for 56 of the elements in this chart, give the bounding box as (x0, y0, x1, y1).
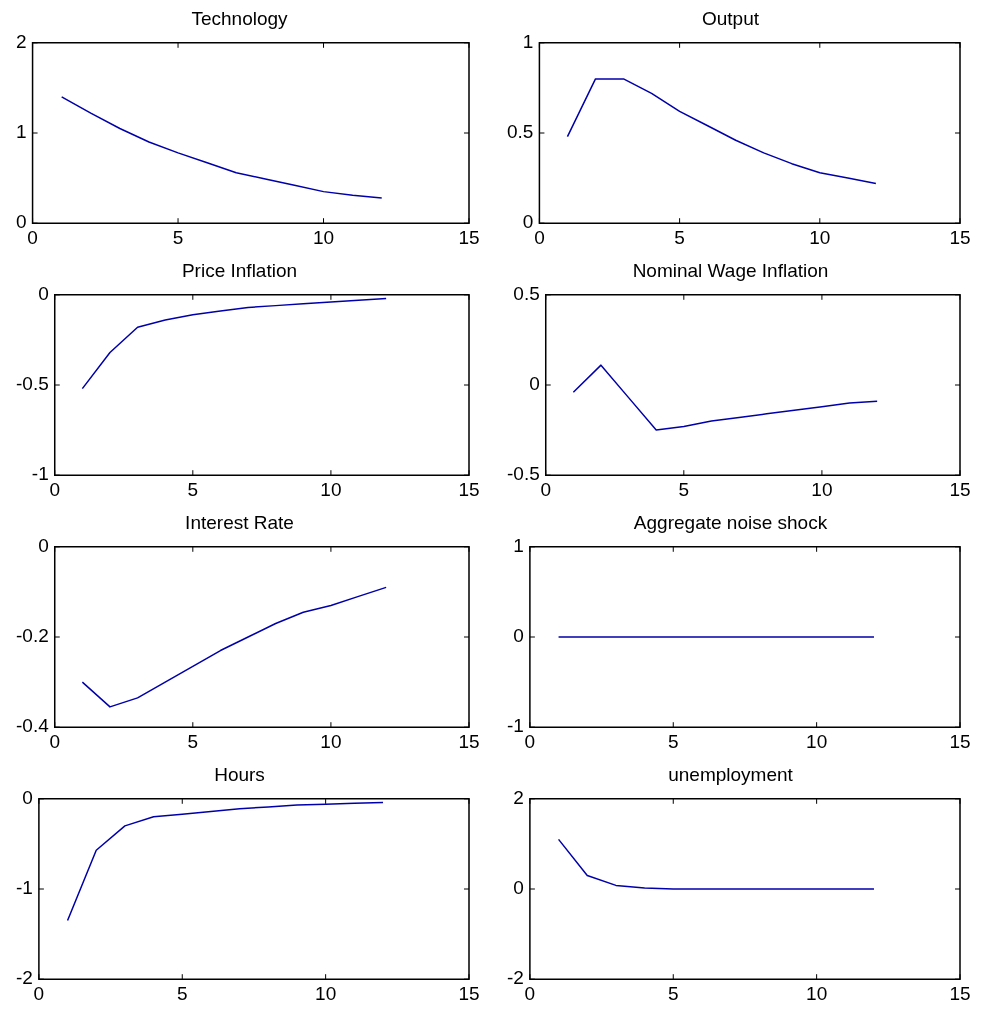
chart-title: unemployment (668, 763, 794, 785)
y-tick-label: -0.5 (506, 463, 540, 485)
x-tick-label: 5 (172, 226, 184, 248)
x-tick-label: 10 (811, 478, 833, 500)
x-tick-label: 15 (458, 982, 480, 1004)
x-tick-label: 15 (458, 730, 480, 752)
y-tick-label: 0.5 (513, 283, 540, 305)
chart-title: Output (701, 7, 760, 29)
y-tick-label: 0 (15, 211, 27, 233)
y-tick-label: 2 (15, 31, 27, 53)
chart-title: Technology (191, 7, 289, 29)
y-tick-label: 0 (38, 283, 49, 305)
y-tick-label: 0 (513, 625, 524, 647)
y-tick-label: 2 (513, 787, 524, 809)
x-tick-label: 5 (667, 730, 679, 752)
x-tick-label: 5 (187, 730, 199, 752)
x-tick-label: 10 (320, 478, 342, 500)
y-tick-label: 0 (522, 211, 534, 233)
y-tick-label: 1 (15, 121, 27, 143)
chart-title: Aggregate noise shock (633, 511, 828, 533)
x-tick-label: 15 (949, 730, 971, 752)
x-tick-label: 5 (674, 226, 685, 248)
chart-title: Interest Rate (185, 511, 294, 533)
y-tick-label: 0 (529, 373, 540, 395)
chart-title: Nominal Wage Inflation (632, 259, 829, 281)
x-tick-label: 10 (806, 730, 828, 752)
x-tick-label: 10 (315, 982, 337, 1004)
y-tick-label: -1 (31, 463, 49, 485)
y-tick-label: -0.2 (15, 625, 49, 647)
x-tick-label: 15 (949, 226, 971, 248)
x-tick-label: 5 (667, 982, 679, 1004)
chart-title: Hours (214, 763, 265, 785)
x-tick-label: 5 (678, 478, 690, 500)
y-tick-label: -1 (506, 715, 524, 737)
y-tick-label: 1 (522, 31, 534, 53)
x-tick-label: 5 (176, 982, 188, 1004)
chart-title: Price Inflation (181, 259, 298, 281)
y-tick-label: 0.5 (506, 121, 534, 143)
y-tick-label: 0 (513, 877, 524, 899)
y-tick-label: 1 (513, 535, 524, 557)
y-tick-label: 0 (38, 535, 49, 557)
y-tick-label: 0 (22, 787, 33, 809)
y-tick-label: -1 (15, 877, 33, 899)
x-tick-label: 10 (320, 730, 342, 752)
y-tick-label: -0.5 (15, 373, 49, 395)
y-tick-label: -2 (15, 967, 33, 989)
x-tick-label: 10 (806, 982, 828, 1004)
y-tick-label: -2 (506, 967, 524, 989)
x-tick-label: 10 (809, 226, 831, 248)
x-tick-label: 5 (187, 478, 199, 500)
y-tick-label: -0.4 (15, 715, 50, 737)
x-tick-label: 15 (949, 982, 971, 1004)
x-tick-label: 15 (458, 226, 480, 248)
x-tick-label: 15 (949, 478, 971, 500)
x-tick-label: 15 (458, 478, 480, 500)
x-tick-label: 10 (312, 226, 335, 248)
